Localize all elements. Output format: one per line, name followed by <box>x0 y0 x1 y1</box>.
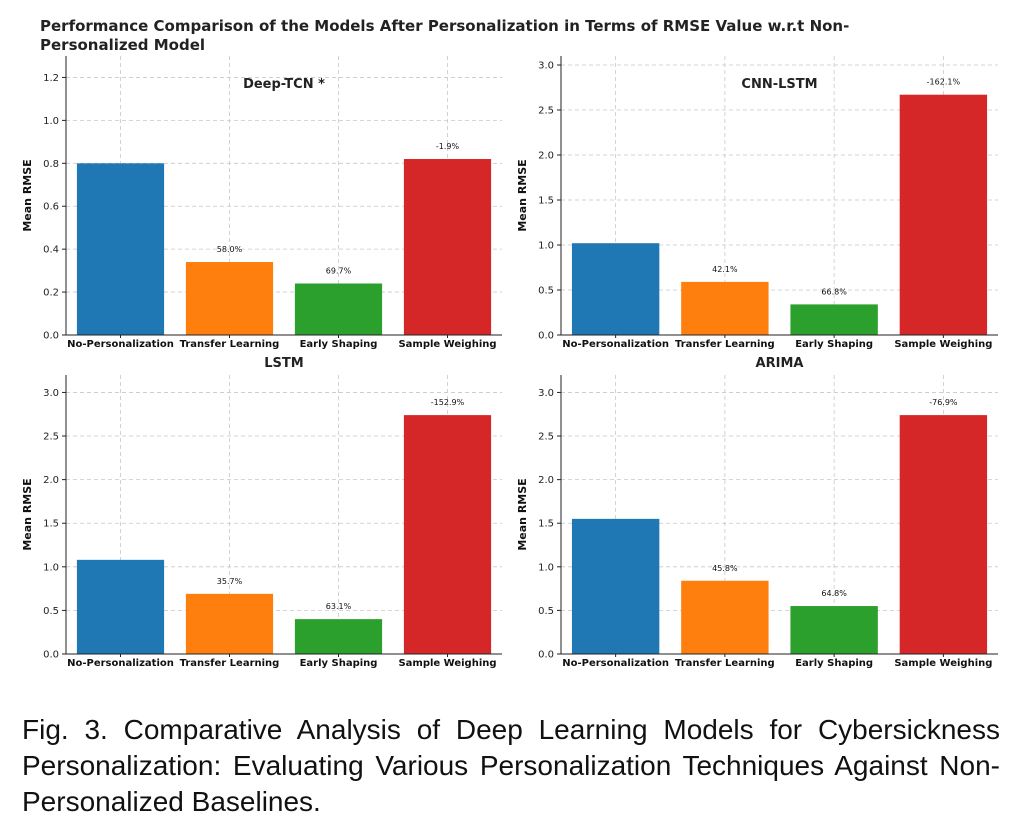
ytick-label-lstm-3: 1.5 <box>43 519 59 530</box>
ytick-label-deep-tcn-2: 0.4 <box>43 245 59 256</box>
xtick-label-cnn-lstm-1: Transfer Learning <box>675 339 775 350</box>
ylabel-cnn-lstm: Mean RMSE <box>516 159 529 231</box>
ytick-label-cnn-lstm-4: 2.0 <box>538 151 554 162</box>
bar-deep-tcn-0 <box>76 163 165 335</box>
bar-arima-1 <box>681 580 769 654</box>
panel-title-cnn-lstm: CNN-LSTM <box>741 77 817 92</box>
ytick-label-lstm-2: 1.0 <box>43 562 59 573</box>
data-label-arima-2: 64.8% <box>821 589 847 598</box>
bar-deep-tcn-3 <box>403 159 492 335</box>
xtick-label-arima-3: Sample Weighing <box>894 658 992 669</box>
figure-suptitle-line-1: Performance Comparison of the Models Aft… <box>40 17 849 35</box>
bar-cnn-lstm-1 <box>681 281 769 335</box>
xtick-label-cnn-lstm-2: Early Shaping <box>795 339 873 350</box>
ytick-label-lstm-6: 3.0 <box>43 388 59 399</box>
data-label-lstm-1: 35.7% <box>217 577 243 586</box>
bar-arima-0 <box>571 518 660 654</box>
bar-cnn-lstm-2 <box>790 304 878 335</box>
xtick-label-arima-1: Transfer Learning <box>675 658 775 669</box>
xtick-label-arima-2: Early Shaping <box>795 658 873 669</box>
data-label-lstm-2: 63.1% <box>326 602 352 611</box>
xtick-label-deep-tcn-3: Sample Weighing <box>398 339 496 350</box>
data-label-cnn-lstm-3: -162.1% <box>927 78 961 87</box>
bar-cnn-lstm-0 <box>571 243 660 335</box>
panels: 58.0% 69.7% -1.9% 0.0 0.2 0.4 0.6 0.8 1.0 1.2 No-P… <box>21 56 998 669</box>
ytick-label-deep-tcn-6: 1.2 <box>43 73 59 84</box>
ytick-label-deep-tcn-5: 1.0 <box>43 116 59 127</box>
data-label-arima-1: 45.8% <box>712 564 738 573</box>
ytick-label-deep-tcn-0: 0.0 <box>43 331 59 342</box>
ylabel-deep-tcn: Mean RMSE <box>21 159 34 231</box>
ytick-label-arima-3: 1.5 <box>538 519 554 530</box>
bar-cnn-lstm-3 <box>899 94 988 335</box>
ytick-label-lstm-5: 2.5 <box>43 432 59 443</box>
data-label-cnn-lstm-2: 66.8% <box>821 287 847 296</box>
bar-lstm-3 <box>403 415 492 654</box>
ylabel-arima: Mean RMSE <box>516 478 529 550</box>
xtick-label-lstm-0: No-Personalization <box>67 658 174 669</box>
bar-lstm-2 <box>294 619 383 654</box>
ytick-label-deep-tcn-1: 0.2 <box>43 288 59 299</box>
ytick-label-cnn-lstm-1: 0.5 <box>538 286 554 297</box>
data-label-arima-3: -76.9% <box>929 398 958 407</box>
xtick-label-lstm-3: Sample Weighing <box>398 658 496 669</box>
ytick-label-arima-2: 1.0 <box>538 562 554 573</box>
ytick-label-deep-tcn-4: 0.8 <box>43 159 59 170</box>
data-label-deep-tcn-1: 58.0% <box>217 245 243 254</box>
panel-deep-tcn: 58.0% 69.7% -1.9% 0.0 0.2 0.4 0.6 0.8 1.0 1.2 No-P… <box>21 56 502 350</box>
ylabel-lstm: Mean RMSE <box>21 478 34 550</box>
bar-arima-3 <box>899 415 988 654</box>
xtick-label-cnn-lstm-0: No-Personalization <box>562 339 669 350</box>
ytick-label-arima-4: 2.0 <box>538 475 554 486</box>
bar-lstm-0 <box>76 559 165 654</box>
ytick-label-lstm-0: 0.0 <box>43 650 59 661</box>
panel-lstm: 35.7% 63.1% -152.9% 0.0 0.5 1.0 1.5 2.0 2.5 3.0 No… <box>21 356 502 669</box>
ytick-label-deep-tcn-3: 0.6 <box>43 202 59 213</box>
xtick-label-cnn-lstm-3: Sample Weighing <box>894 339 992 350</box>
data-label-cnn-lstm-1: 42.1% <box>712 265 738 274</box>
ytick-label-lstm-4: 2.0 <box>43 475 59 486</box>
xtick-label-deep-tcn-1: Transfer Learning <box>180 339 280 350</box>
panel-cnn-lstm: 42.1% 66.8% -162.1% 0.0 0.5 1.0 1.5 2.0 2.5 3.0 No… <box>516 56 998 350</box>
ytick-label-cnn-lstm-3: 1.5 <box>538 196 554 207</box>
panel-title-lstm: LSTM <box>264 356 303 371</box>
ytick-label-cnn-lstm-2: 1.0 <box>538 241 554 252</box>
ytick-label-arima-5: 2.5 <box>538 432 554 443</box>
figure-caption: Fig. 3. Comparative Analysis of Deep Lea… <box>22 714 1000 817</box>
panel-title-arima: ARIMA <box>756 356 804 371</box>
panel-arima: 45.8% 64.8% -76.9% 0.0 0.5 1.0 1.5 2.0 2.5 3.0 No-… <box>516 356 998 669</box>
data-label-deep-tcn-2: 69.7% <box>326 266 352 275</box>
xtick-label-lstm-1: Transfer Learning <box>180 658 280 669</box>
bar-arima-2 <box>790 606 878 654</box>
xtick-label-arima-0: No-Personalization <box>562 658 669 669</box>
bar-deep-tcn-1 <box>185 262 274 335</box>
data-label-lstm-3: -152.9% <box>431 398 465 407</box>
xtick-label-lstm-2: Early Shaping <box>300 658 378 669</box>
ytick-label-lstm-1: 0.5 <box>43 606 59 617</box>
data-label-deep-tcn-3: -1.9% <box>436 142 460 151</box>
panel-title-deep-tcn: Deep-TCN * <box>243 77 325 92</box>
figure-suptitle-line-2: Personalized Model <box>40 36 205 54</box>
ytick-label-cnn-lstm-5: 2.5 <box>538 106 554 117</box>
bar-deep-tcn-2 <box>294 283 383 335</box>
bar-lstm-1 <box>185 593 274 654</box>
xtick-label-deep-tcn-0: No-Personalization <box>67 339 174 350</box>
ytick-label-cnn-lstm-6: 3.0 <box>538 61 554 72</box>
ytick-label-arima-6: 3.0 <box>538 388 554 399</box>
ytick-label-arima-1: 0.5 <box>538 606 554 617</box>
ytick-label-arima-0: 0.0 <box>538 650 554 661</box>
ytick-label-cnn-lstm-0: 0.0 <box>538 331 554 342</box>
xtick-label-deep-tcn-2: Early Shaping <box>300 339 378 350</box>
